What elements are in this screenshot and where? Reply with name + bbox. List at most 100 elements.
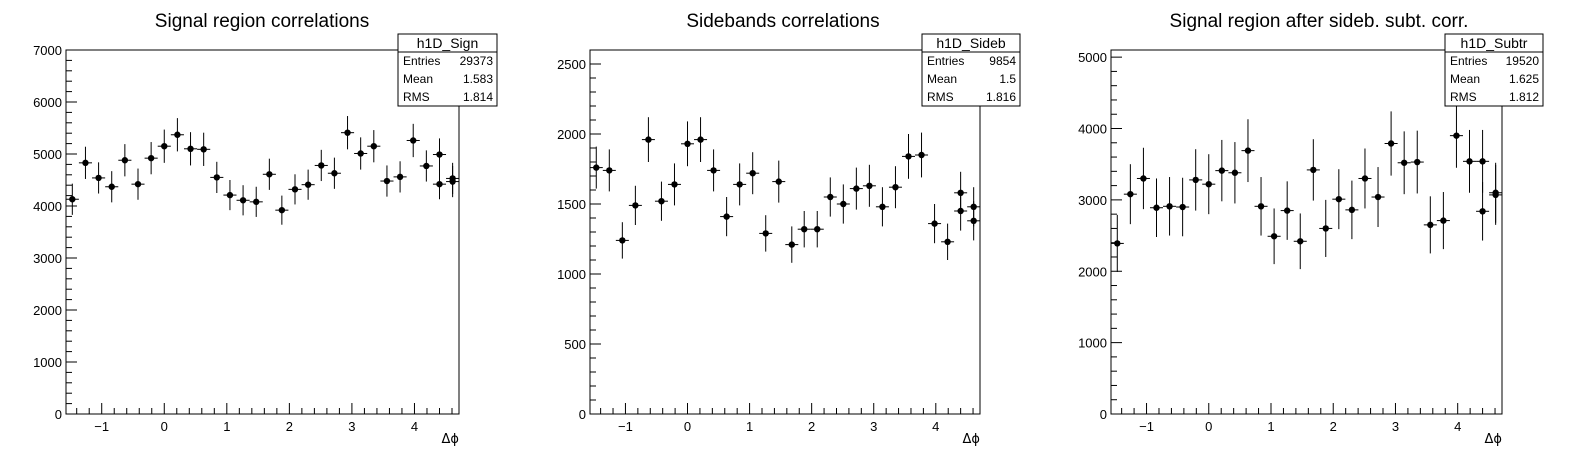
data-marker [1387,140,1395,147]
data-point [628,185,642,225]
data-point [1149,178,1164,237]
data-point [1254,177,1268,236]
data-marker [396,173,404,181]
data-marker [1492,191,1499,199]
data-marker [1218,167,1226,174]
data-marker [213,174,221,181]
data-point [249,186,263,217]
data-point [288,174,302,205]
data-point [1136,147,1150,210]
stats-title: h1D_Subtr [1461,35,1528,51]
y-tick-label: 0 [55,407,62,422]
data-point [941,223,955,260]
data-point [314,149,328,182]
y-tick-label: 4000 [33,199,62,214]
data-point [1280,181,1294,240]
data-point [681,121,695,167]
chart-panel-3: Signal region after sideb. subt. corr. 0 1… [1078,11,1544,447]
data-marker [304,181,312,188]
y-tick-label: 2500 [557,57,586,72]
data-marker [1361,175,1369,182]
x-tick-label: 4 [1454,419,1461,434]
data-marker [1270,233,1278,240]
data-point [65,183,79,215]
data-point [1462,129,1477,193]
data-marker [762,230,769,237]
data-marker [905,153,912,160]
data-marker [593,164,600,171]
data-point [667,163,681,206]
y-tick-label: 3000 [33,251,62,266]
data-marker [827,193,834,201]
data-point [602,149,616,192]
data-point [105,171,119,203]
data-point [1449,103,1463,168]
data-marker [892,184,899,191]
data-marker [1400,159,1408,166]
stats-value: 1.812 [1509,90,1539,104]
data-marker [278,206,286,214]
x-tick-label: 4 [411,419,418,434]
stats-value: 9854 [989,54,1016,68]
data-marker [1374,193,1382,201]
data-point [1436,192,1450,250]
data-point [785,226,799,263]
y-tick-label: 5000 [33,147,62,162]
data-point [1397,131,1411,195]
data-marker [1466,158,1473,165]
data-point [1123,164,1137,225]
data-point [1423,196,1437,254]
data-marker [357,150,364,157]
data-marker [1283,207,1291,214]
stats-title: h1D_Sign [417,35,479,51]
data-marker [1348,206,1356,214]
data-point [1319,199,1333,257]
data-point [810,211,824,248]
x-axis-title: Δϕ [1485,432,1502,447]
data-marker [1205,180,1212,188]
data-marker [108,183,115,190]
data-marker [879,203,886,210]
data-point [888,166,902,209]
data-point [823,177,837,217]
y-tick-label: 0 [579,407,586,422]
data-point [733,163,747,206]
data-marker [801,226,808,233]
data-marker [918,151,925,159]
x-tick-label: −1 [1139,419,1154,434]
data-marker [121,157,129,164]
chart-panel-2: Sidebands correlations 0 500 1000 1500 2000 25… [557,11,1021,447]
stats-label: RMS [1450,90,1477,104]
data-point [1332,169,1346,230]
x-tick-label: 2 [808,419,815,434]
data-point [759,215,773,252]
data-marker [134,180,142,188]
data-point [354,137,368,170]
data-point [589,146,603,189]
data-point [1176,177,1190,237]
data-point [367,130,381,163]
data-point [928,204,942,244]
data-point [1410,130,1424,194]
data-marker [632,202,639,209]
data-marker [200,146,207,153]
y-tick-label: 3000 [1078,193,1107,208]
data-marker [1257,203,1265,210]
data-marker [253,198,260,206]
data-point [432,169,447,200]
data-marker [736,181,743,188]
data-point [1202,154,1216,215]
data-point [183,132,198,166]
data-marker [266,171,273,178]
stats-label: Entries [1450,54,1487,68]
data-marker [1297,238,1304,245]
y-tick-label: 500 [564,337,586,352]
x-tick-label: 0 [684,419,691,434]
y-tick-label: 7000 [33,43,62,58]
data-marker [1231,169,1239,176]
data-marker [658,198,665,205]
data-marker [1179,203,1186,211]
data-marker [187,145,194,152]
data-point [275,195,289,225]
data-marker [291,186,299,193]
